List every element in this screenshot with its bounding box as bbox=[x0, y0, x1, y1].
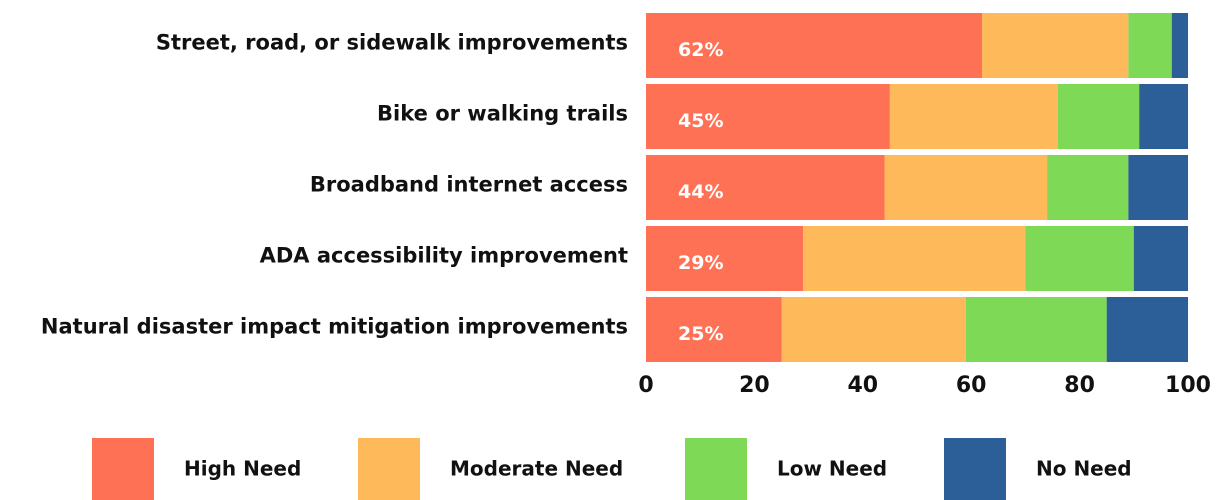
bar-segment bbox=[1047, 155, 1129, 220]
category-label: Natural disaster impact mitigation impro… bbox=[41, 315, 628, 339]
bar-segment bbox=[646, 155, 885, 220]
bar-segment bbox=[646, 13, 983, 78]
legend-swatch bbox=[685, 438, 747, 500]
x-tick-label: 60 bbox=[956, 373, 987, 398]
bar-segment bbox=[1133, 226, 1188, 291]
bar-segment bbox=[781, 297, 966, 362]
bar-segment bbox=[1128, 13, 1172, 78]
category-label: Street, road, or sidewalk improvements bbox=[156, 31, 628, 55]
x-tick-label: 40 bbox=[847, 373, 878, 398]
value-label: 62% bbox=[678, 39, 723, 61]
legend-swatch bbox=[944, 438, 1006, 500]
value-label: 29% bbox=[678, 252, 723, 274]
x-tick-label: 100 bbox=[1165, 373, 1211, 398]
bar-segment bbox=[1025, 226, 1134, 291]
legend-swatch bbox=[92, 438, 154, 500]
legend-label: Low Need bbox=[777, 457, 887, 481]
bar-segment bbox=[1139, 84, 1188, 149]
x-tick-label: 20 bbox=[739, 373, 770, 398]
bar-segment bbox=[1106, 297, 1188, 362]
x-tick-label: 0 bbox=[638, 373, 653, 398]
value-label: 25% bbox=[678, 323, 723, 345]
bar-segment bbox=[803, 226, 1026, 291]
bar-segment bbox=[889, 84, 1058, 149]
bar-segment bbox=[982, 13, 1129, 78]
bar-segment bbox=[965, 297, 1107, 362]
legend-label: High Need bbox=[184, 457, 301, 481]
bar-segment bbox=[1057, 84, 1140, 149]
category-label: Broadband internet access bbox=[310, 173, 628, 197]
legend-label: No Need bbox=[1036, 457, 1132, 481]
bar-segment bbox=[1128, 155, 1188, 220]
value-label: 45% bbox=[678, 110, 723, 132]
x-tick-label: 80 bbox=[1064, 373, 1095, 398]
category-label: ADA accessibility improvement bbox=[260, 244, 628, 268]
legend-swatch bbox=[358, 438, 420, 500]
bar-segment bbox=[646, 84, 890, 149]
bar-segment bbox=[646, 297, 782, 362]
category-label: Bike or walking trails bbox=[377, 102, 628, 126]
bar-segment bbox=[1171, 13, 1188, 78]
legend-label: Moderate Need bbox=[450, 457, 623, 481]
value-label: 44% bbox=[678, 181, 723, 203]
bar-segment bbox=[646, 226, 804, 291]
bar-segment bbox=[884, 155, 1048, 220]
